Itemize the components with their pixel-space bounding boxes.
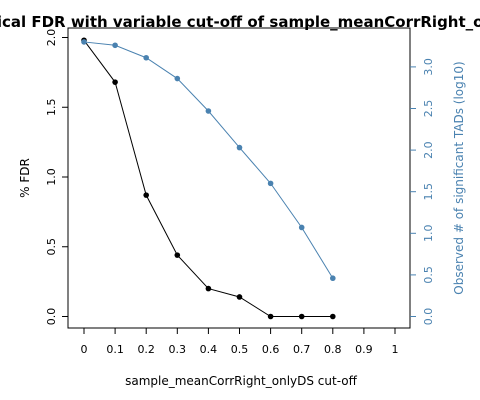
data-point-right (236, 144, 243, 151)
x-tick-label: 0 (81, 343, 88, 356)
y-tick-label-right: 0.0 (422, 308, 435, 326)
y-axis-label-left: % FDR (18, 158, 32, 198)
x-tick-label: 0.5 (231, 343, 249, 356)
x-tick-label: 0.6 (262, 343, 280, 356)
series-line-left (83, 39, 333, 317)
data-point-right (205, 108, 212, 114)
x-tick-label: 0.2 (137, 343, 155, 356)
data-point-right (81, 39, 87, 45)
data-point-left (298, 313, 305, 320)
data-point-left (205, 285, 212, 292)
data-point-right (267, 180, 274, 187)
x-tick-label: 0.4 (200, 343, 218, 356)
y-tick-label-left: 2.0 (45, 29, 58, 47)
plot-frame (67, 27, 411, 329)
x-tick-label: 0.9 (355, 343, 373, 356)
chart-title: Empirical FDR with variable cut-off of s… (0, 13, 480, 31)
data-point-right (112, 42, 118, 49)
y-tick-label-left: 0.5 (45, 238, 58, 256)
data-point-left (267, 313, 274, 320)
y-tick-label-left: 1.5 (45, 99, 58, 117)
data-point-right (143, 54, 149, 61)
x-tick-label: 1 (392, 343, 399, 356)
x-tick-label: 0.8 (324, 343, 342, 356)
y-axis-left: 0.0 0.5 1.0 1.5 2.0 (45, 29, 68, 326)
x-tick-label: 0.1 (106, 343, 124, 356)
y-tick-label-right: 3.0 (422, 58, 435, 76)
y-axis-right: 0.0 0.5 1.0 1.5 2.0 2.5 3.0 (410, 58, 435, 325)
x-tick-label: 0.3 (169, 343, 187, 356)
series-layer (81, 37, 336, 320)
y-tick-label-right: 1.5 (422, 183, 435, 201)
data-point-left (330, 313, 336, 320)
y-tick-label-right: 1.0 (422, 225, 435, 243)
x-axis: 0 0.1 0.2 0.3 0.4 0.5 0.6 0.7 0.8 0.9 1 (81, 328, 399, 356)
x-axis-label: sample_meanCorrRight_onlyDS cut-off (125, 374, 357, 388)
y-tick-label-right: 0.5 (422, 266, 435, 284)
data-point-left (174, 252, 181, 258)
y-tick-label-left: 0.0 (45, 308, 58, 326)
series-line-right (83, 41, 334, 279)
data-point-right (330, 275, 336, 282)
data-point-left (143, 192, 149, 198)
data-point-right (174, 75, 181, 82)
data-point-left (236, 294, 243, 300)
x-tick-label: 0.7 (293, 343, 311, 356)
data-point-left (112, 79, 118, 85)
y-tick-label-left: 1.0 (45, 168, 58, 186)
data-point-right (298, 224, 305, 231)
y-tick-label-right: 2.5 (422, 100, 435, 118)
y-axis-label-right: Observed # of significant TADs (log10) (452, 61, 466, 294)
y-tick-label-right: 2.0 (422, 141, 435, 159)
